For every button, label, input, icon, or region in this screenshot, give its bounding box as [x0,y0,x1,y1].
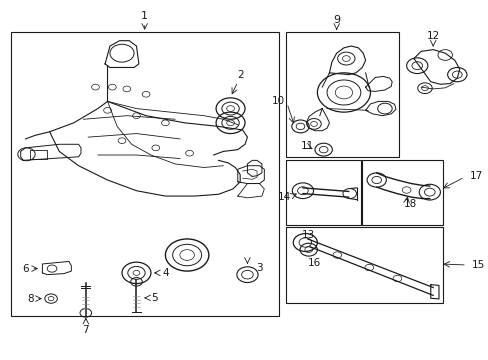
Bar [285,32,399,157]
Text: 13: 13 [302,230,315,240]
Text: 17: 17 [468,171,482,181]
Text: 14: 14 [277,192,290,202]
Text: 16: 16 [307,257,320,267]
Bar [285,160,360,225]
Text: 10: 10 [271,96,285,107]
Text: 4: 4 [162,268,168,278]
Text: 2: 2 [236,70,243,80]
Text: 15: 15 [471,260,484,270]
Text: 3: 3 [256,262,262,273]
Bar [362,160,442,225]
Text: 6: 6 [22,264,29,274]
Text: 7: 7 [82,325,89,336]
Text: 8: 8 [27,294,34,303]
Text: 9: 9 [332,15,340,24]
Text: 1: 1 [141,11,148,21]
Text: 18: 18 [404,199,417,209]
Bar [11,32,278,316]
Text: 12: 12 [426,31,439,41]
Text: 5: 5 [151,293,157,303]
Bar [285,227,442,303]
Text: 11: 11 [300,141,313,151]
